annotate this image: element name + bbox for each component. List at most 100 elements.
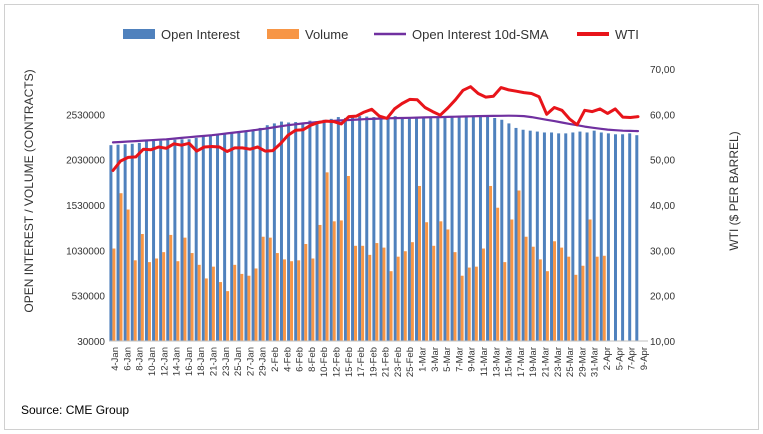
volume-bar <box>531 246 535 341</box>
volume-bar <box>581 265 585 341</box>
volume-bar <box>481 248 485 341</box>
volume-bar <box>290 261 294 341</box>
open-interest-bar <box>557 133 561 341</box>
volume-bar <box>219 282 222 341</box>
left-tick-label: 1530000 <box>66 201 105 212</box>
volume-bar <box>325 172 329 341</box>
open-interest-bar <box>329 118 333 341</box>
volume-bar <box>169 234 173 341</box>
x-tick-label: 23-Mar <box>553 347 564 377</box>
open-interest-bar <box>251 130 255 341</box>
volume-bar <box>417 185 421 341</box>
wti-line <box>111 85 640 172</box>
open-interest-bar <box>528 130 532 341</box>
volume-bar <box>410 242 414 341</box>
volume-bar <box>524 236 528 341</box>
open-interest-bar <box>272 123 276 342</box>
x-tick-label: 9-Mar <box>467 347 478 372</box>
right-tick-label: 20,00 <box>650 292 675 303</box>
y-axis-label-left: OPEN INTEREST / VOLUME (CONTRACTS) <box>22 69 36 312</box>
volume-bar <box>425 222 429 341</box>
volume-bar <box>261 236 265 341</box>
volume-bar <box>361 245 365 341</box>
open-interest-bar <box>216 134 220 341</box>
x-tick-label: 21-Jan <box>209 347 220 376</box>
volume-bar <box>247 275 251 341</box>
open-interest-bar <box>542 132 546 341</box>
volume-bar <box>346 175 350 341</box>
x-tick-label: 15-Mar <box>504 347 515 377</box>
volume-bar <box>197 264 201 341</box>
left-tick-label: 2530000 <box>66 110 105 121</box>
legend-label: Volume <box>305 27 348 42</box>
volume-bar <box>396 256 400 341</box>
open-interest-bar <box>208 135 212 341</box>
volume-bar <box>304 243 308 341</box>
left-tick-label: 530000 <box>72 292 106 303</box>
x-tick-label: 10-Feb <box>319 347 330 377</box>
open-interest-bar <box>279 121 283 341</box>
x-tick-label: 9-Apr <box>639 347 650 370</box>
series-lines <box>111 85 640 172</box>
x-tick-label: 13-Mar <box>491 347 502 377</box>
open-interest-bar <box>571 132 575 341</box>
left-tick-label: 2030000 <box>66 156 105 167</box>
open-interest-bar <box>613 134 617 341</box>
volume-bar <box>439 221 443 341</box>
open-interest-bar <box>578 131 582 341</box>
volume-bar <box>339 220 343 341</box>
open-interest-bar <box>407 117 411 341</box>
volume-bar <box>140 234 144 341</box>
open-interest-bar <box>550 132 554 341</box>
open-interest-bar <box>564 133 568 341</box>
legend-label: Open Interest 10d-SMA <box>412 27 549 42</box>
open-interest-bar <box>336 117 340 341</box>
source-note: Source: CME Group <box>21 403 130 417</box>
x-tick-label: 25-Jan <box>233 347 244 376</box>
volume-bar <box>311 258 315 341</box>
open-interest-bar <box>621 134 625 341</box>
volume-bar <box>254 268 258 341</box>
x-tick-label: 11-Mar <box>479 347 490 376</box>
x-tick-label: 21-Feb <box>381 347 392 377</box>
right-tick-label: 10,00 <box>650 337 675 348</box>
left-tick-label: 1030000 <box>66 246 105 257</box>
open-interest-bar <box>144 140 148 341</box>
open-interest-bar <box>514 127 518 341</box>
volume-bar <box>368 254 372 341</box>
chart-svg: 30000 530000 1030000 1530000 2030000 2530000 1… <box>22 27 741 377</box>
open-interest-bar <box>152 140 156 341</box>
volume-bar <box>382 247 386 341</box>
open-interest-bar <box>585 132 589 341</box>
volume-bar <box>183 237 187 341</box>
open-interest-bar <box>194 137 198 341</box>
x-tick-label: 4-Jan <box>110 347 121 371</box>
open-interest-bar <box>116 144 120 341</box>
volume-bar <box>489 185 493 341</box>
x-tick-label: 7-Mar <box>454 347 465 372</box>
x-tick-label: 14-Jan <box>172 347 183 376</box>
open-interest-bar <box>223 133 227 341</box>
x-tick-label: 6-Jan <box>122 347 133 371</box>
open-interest-bar <box>500 119 504 341</box>
volume-bar <box>297 260 301 341</box>
chart-frame: 30000 530000 1030000 1530000 2030000 2530000 1… <box>4 4 759 430</box>
y-axis-label-right: WTI ($ PER BARREL) <box>727 131 741 250</box>
volume-bar <box>403 251 407 341</box>
open-interest-bar <box>415 117 418 341</box>
x-tick-label: 15-Feb <box>344 347 355 377</box>
volume-bar <box>432 245 436 341</box>
x-tick-label: 17-Feb <box>356 347 367 377</box>
volume-bar <box>112 248 116 341</box>
volume-bar <box>147 262 151 341</box>
x-tick-label: 19-Mar <box>528 347 539 377</box>
open-interest-bar <box>372 117 376 341</box>
open-interest-bar <box>429 117 433 341</box>
open-interest-bars <box>109 116 639 342</box>
open-interest-bar <box>521 129 525 341</box>
volume-bar <box>567 256 571 341</box>
right-tick-label: 60,00 <box>650 110 675 121</box>
x-tick-label: 12-Feb <box>331 347 342 377</box>
volume-bar <box>574 274 578 341</box>
x-tick-label: 19-Feb <box>368 347 379 377</box>
